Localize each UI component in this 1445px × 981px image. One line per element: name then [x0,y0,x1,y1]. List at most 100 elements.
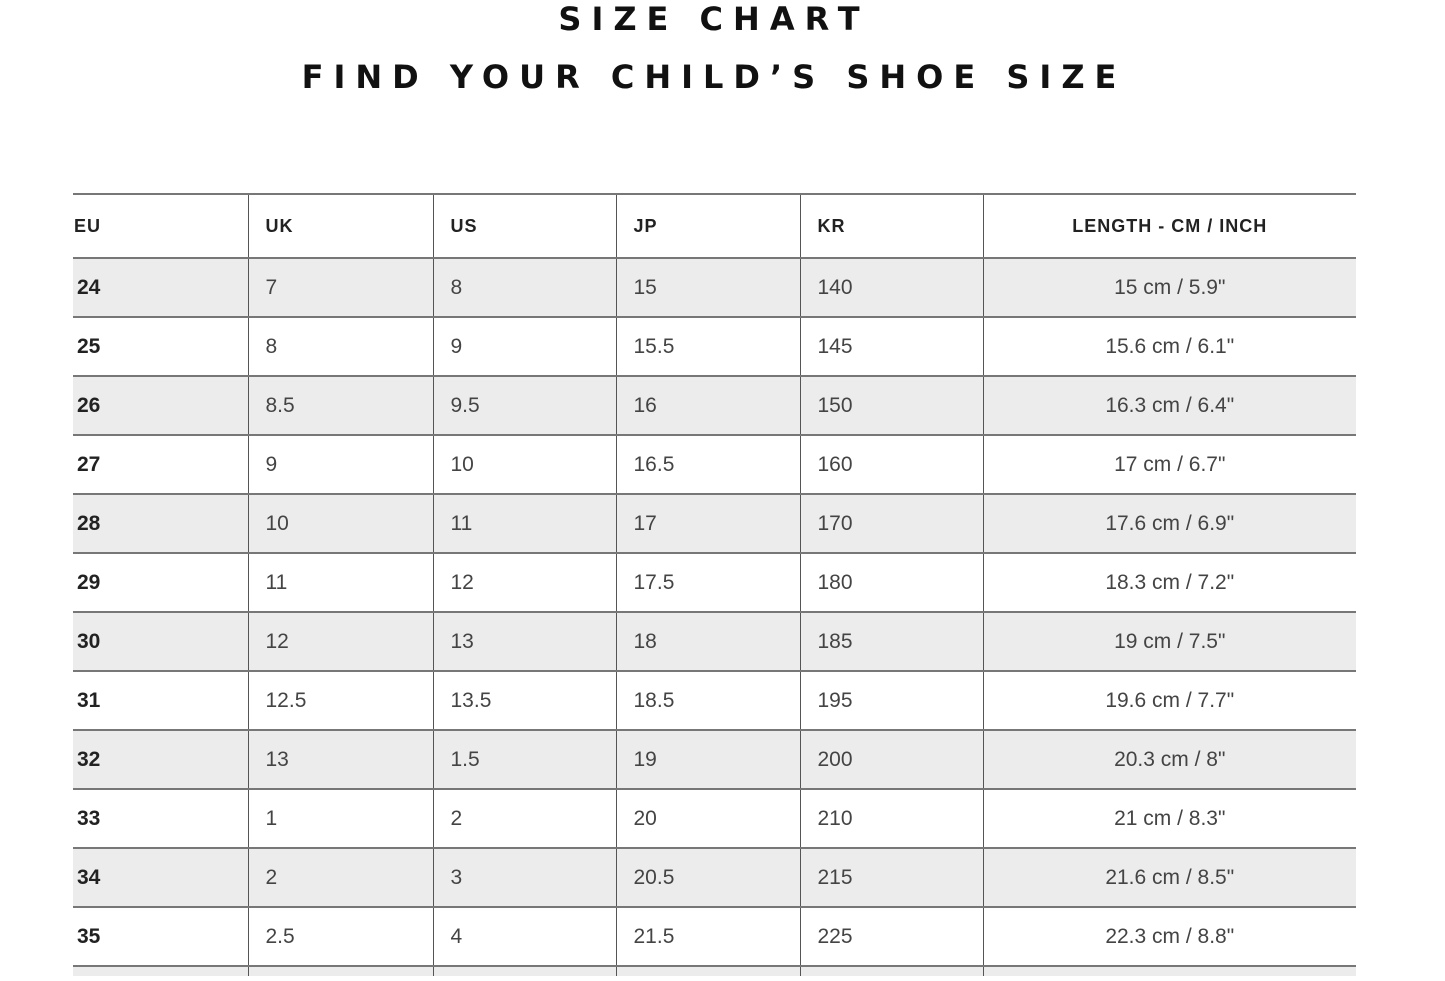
table-row: 30 12 13 18 185 19 cm / 7.5" [73,611,1356,671]
table-cell [615,965,800,976]
table-cell: 34 [73,847,248,907]
table-cell [982,965,1356,976]
table-cell: 18.5 [615,670,800,730]
table-cell: 13.5 [432,670,616,730]
table-cell: 17 [615,493,800,553]
table-header: EU UK US JP KR LENGTH - CM / INCH [73,193,1356,258]
column-header-eu: EU [73,193,248,258]
table-cell: 1 [247,788,433,848]
table-cell: 9 [247,434,433,494]
table-cell: 21.5 [615,906,800,966]
table-cell: 30 [73,611,248,671]
table-cell [799,965,983,976]
table-cell: 180 [799,552,983,612]
table-cell: 150 [799,375,983,435]
table-cell: 21.6 cm / 8.5" [982,847,1356,907]
table-row: 31 12.5 13.5 18.5 195 19.6 cm / 7.7" [73,670,1356,730]
table-cell: 1.5 [432,729,616,789]
table-row [73,965,1356,976]
table-cell: 11 [432,493,616,553]
table-cell: 20.3 cm / 8" [982,729,1356,789]
table-cell: 7 [247,257,433,317]
table-cell: 29 [73,552,248,612]
table-cell: 2.5 [247,906,433,966]
table-cell: 31 [73,670,248,730]
table-cell: 13 [247,729,433,789]
table-row: 35 2.5 4 21.5 225 22.3 cm / 8.8" [73,906,1356,966]
table-row: 26 8.5 9.5 16 150 16.3 cm / 6.4" [73,375,1356,435]
table-cell: 17 cm / 6.7" [982,434,1356,494]
table-row: 34 2 3 20.5 215 21.6 cm / 8.5" [73,847,1356,907]
table-cell: 160 [799,434,983,494]
table-cell [73,965,248,976]
table-cell: 32 [73,729,248,789]
table-cell: 24 [73,257,248,317]
size-chart-table: EU UK US JP KR LENGTH - CM / INCH 24 7 8 15 140 15… [73,193,1356,976]
table-cell: 26 [73,375,248,435]
table-cell: 15.5 [615,316,800,376]
page-subtitle: FIND YOUR CHILD’S SHOE SIZE [301,58,1127,96]
table-cell: 2 [247,847,433,907]
table-cell: 16.3 cm / 6.4" [982,375,1356,435]
table-cell: 19.6 cm / 7.7" [982,670,1356,730]
table-cell: 8 [432,257,616,317]
table-cell: 8.5 [247,375,433,435]
table-cell: 18.3 cm / 7.2" [982,552,1356,612]
column-header-uk: UK [247,193,433,258]
table-cell: 20 [615,788,800,848]
table-cell: 215 [799,847,983,907]
column-header-us: US [432,193,616,258]
column-header-kr: KR [799,193,983,258]
table-cell: 185 [799,611,983,671]
table-cell [247,965,433,976]
table-cell: 17.5 [615,552,800,612]
table-cell: 19 [615,729,800,789]
column-header-jp: JP [615,193,800,258]
table-cell: 35 [73,906,248,966]
table-cell: 225 [799,906,983,966]
table-cell: 4 [432,906,616,966]
table-cell: 12 [432,552,616,612]
table-cell: 20.5 [615,847,800,907]
table-cell: 17.6 cm / 6.9" [982,493,1356,553]
table-row: 32 13 1.5 19 200 20.3 cm / 8" [73,729,1356,789]
table-row: 29 11 12 17.5 180 18.3 cm / 7.2" [73,552,1356,612]
table-cell: 3 [432,847,616,907]
table-row: 28 10 11 17 170 17.6 cm / 6.9" [73,493,1356,553]
table-cell: 9 [432,316,616,376]
table-cell: 8 [247,316,433,376]
table-cell: 21 cm / 8.3" [982,788,1356,848]
table-cell: 140 [799,257,983,317]
table-cell: 170 [799,493,983,553]
page-title: SIZE CHART [558,0,870,38]
table-cell: 200 [799,729,983,789]
table-cell: 10 [247,493,433,553]
table-cell: 16 [615,375,800,435]
table-row: 27 9 10 16.5 160 17 cm / 6.7" [73,434,1356,494]
table-cell: 12 [247,611,433,671]
table-cell: 19 cm / 7.5" [982,611,1356,671]
column-header-length: LENGTH - CM / INCH [982,193,1356,258]
table-cell: 27 [73,434,248,494]
table-cell: 15 cm / 5.9" [982,257,1356,317]
table-cell: 2 [432,788,616,848]
table-cell: 18 [615,611,800,671]
table-cell: 25 [73,316,248,376]
table-row: 24 7 8 15 140 15 cm / 5.9" [73,257,1356,317]
table-cell: 33 [73,788,248,848]
table-cell: 145 [799,316,983,376]
table-cell: 28 [73,493,248,553]
table-cell: 15.6 cm / 6.1" [982,316,1356,376]
table-cell: 12.5 [247,670,433,730]
table-cell: 195 [799,670,983,730]
table-cell: 9.5 [432,375,616,435]
table-cell: 210 [799,788,983,848]
table-cell: 22.3 cm / 8.8" [982,906,1356,966]
table-cell: 10 [432,434,616,494]
table-cell: 11 [247,552,433,612]
table-cell [432,965,616,976]
table-cell: 13 [432,611,616,671]
table-row: 33 1 2 20 210 21 cm / 8.3" [73,788,1356,848]
table-row: 25 8 9 15.5 145 15.6 cm / 6.1" [73,316,1356,376]
table-cell: 15 [615,257,800,317]
